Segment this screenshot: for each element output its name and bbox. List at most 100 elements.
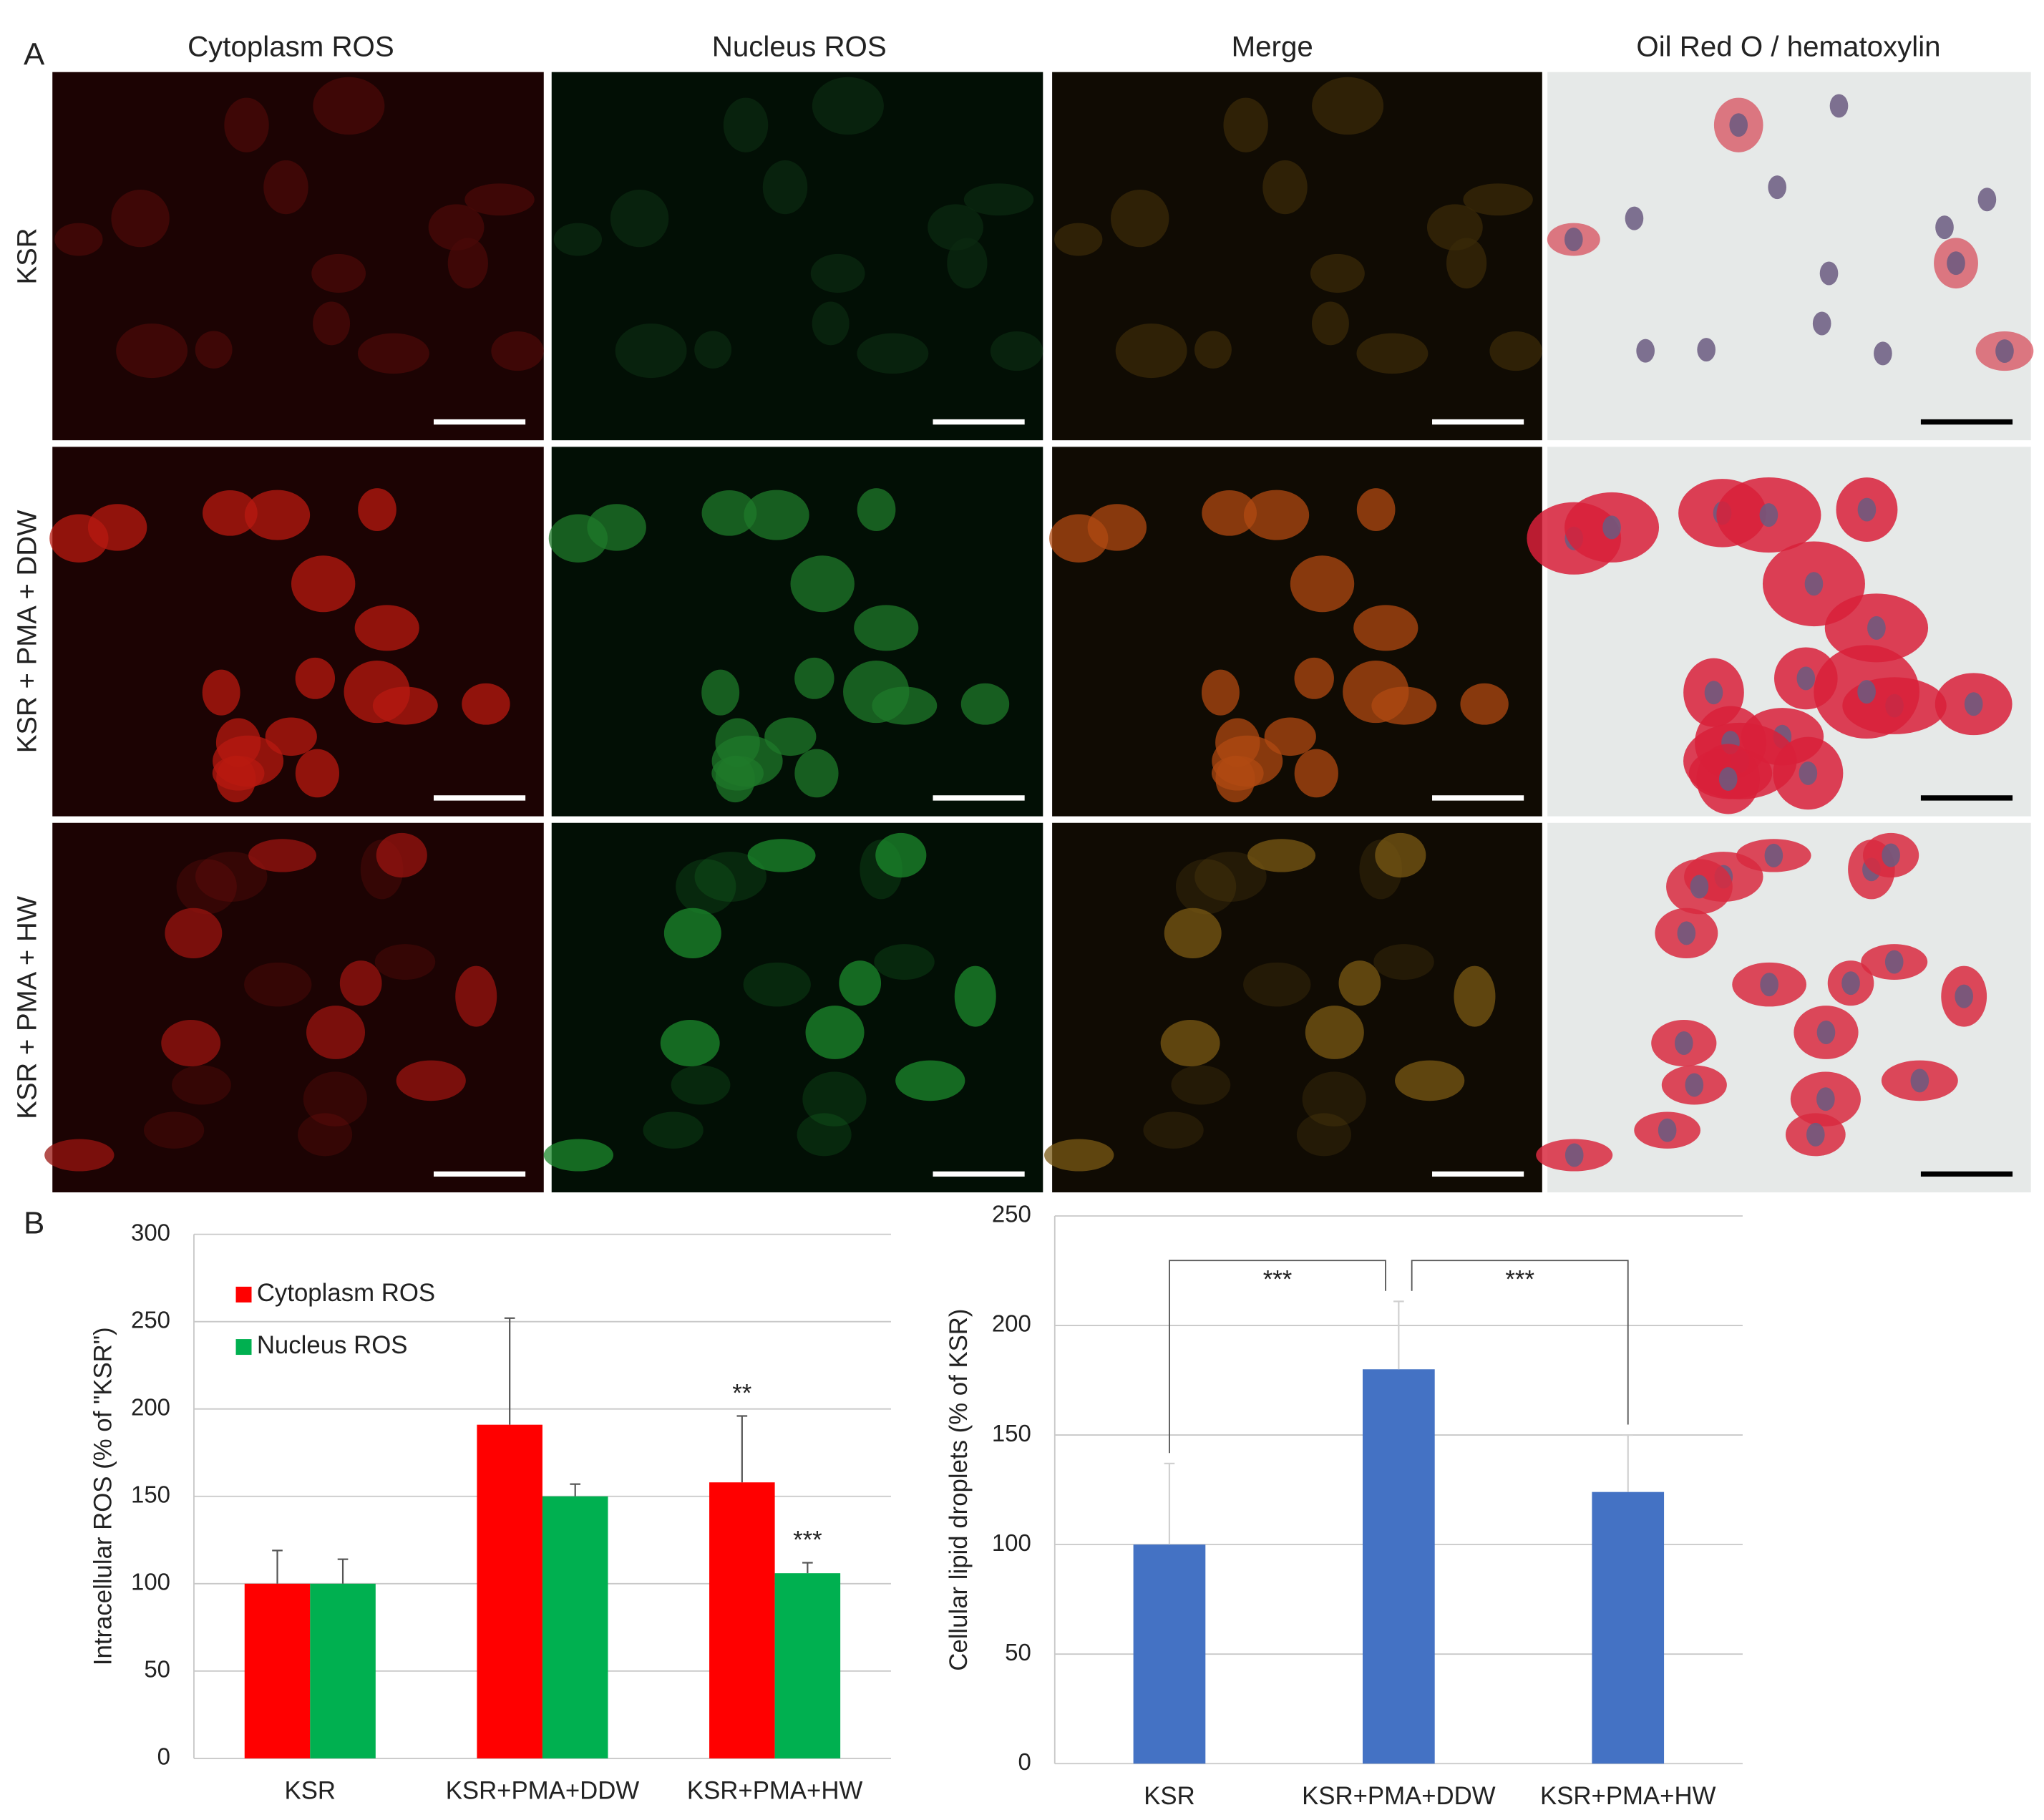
bar — [1592, 1491, 1665, 1764]
cell — [1310, 253, 1365, 293]
nucleus — [1964, 692, 1983, 716]
cell — [44, 1139, 115, 1172]
nucleus — [1704, 681, 1723, 705]
cell — [790, 555, 855, 613]
error-bar — [337, 1558, 349, 1584]
x-tick-label: KSR+PMA+DDW — [1302, 1783, 1496, 1810]
cell — [1446, 238, 1487, 289]
micrograph — [551, 72, 1043, 441]
cell — [715, 718, 760, 767]
cell — [694, 852, 766, 902]
micrograph — [44, 822, 544, 1193]
cell — [1243, 490, 1310, 540]
nucleus — [1829, 94, 1849, 118]
cell — [216, 755, 256, 803]
cell — [1290, 555, 1355, 613]
x-tick-label: KSR+PMA+HW — [687, 1778, 863, 1805]
cell — [960, 683, 1010, 725]
y-tick-label: 50 — [144, 1656, 170, 1683]
cell — [1302, 1071, 1366, 1126]
nucleus — [1759, 503, 1778, 527]
panel-label: B — [24, 1205, 44, 1240]
cell — [1115, 323, 1187, 379]
micrograph — [1536, 822, 2031, 1193]
cell — [1223, 97, 1268, 152]
cell — [1343, 661, 1409, 724]
cell — [244, 962, 312, 1007]
cell — [111, 189, 170, 248]
nucleus — [1816, 1021, 1836, 1044]
y-tick-label: 50 — [1005, 1639, 1031, 1665]
nucleus — [1636, 339, 1655, 363]
cell — [1044, 1139, 1114, 1172]
cell — [1294, 657, 1334, 699]
error-bar — [802, 1562, 813, 1574]
cell — [743, 962, 811, 1007]
cell — [643, 1111, 704, 1149]
error-bar — [736, 1415, 748, 1483]
cell — [671, 1065, 731, 1105]
cell — [543, 1139, 614, 1172]
cell — [1215, 755, 1255, 803]
column-title: Nucleus ROS — [712, 30, 887, 62]
cell — [1294, 749, 1338, 798]
cell — [963, 183, 1034, 216]
cell — [810, 253, 865, 293]
nucleus — [1796, 666, 1816, 691]
legend-swatch — [235, 1286, 252, 1303]
cell — [116, 323, 188, 379]
cell — [723, 97, 769, 152]
cell — [298, 1113, 353, 1157]
cell — [1454, 965, 1496, 1027]
cell — [954, 965, 996, 1027]
nucleus — [1841, 971, 1860, 996]
nucleus — [1718, 767, 1738, 791]
y-tick-label: 300 — [131, 1219, 170, 1245]
cell — [358, 488, 396, 532]
significance-label: *** — [793, 1527, 822, 1554]
y-tick-label: 250 — [131, 1306, 170, 1333]
cell — [203, 490, 258, 536]
cell — [339, 960, 382, 1006]
cell — [1087, 504, 1147, 551]
y-tick-label: 200 — [992, 1310, 1031, 1337]
cell — [1143, 1111, 1204, 1149]
error-bar — [1393, 1300, 1404, 1370]
nucleus — [1955, 984, 1973, 1008]
cell — [54, 223, 103, 256]
cell — [215, 718, 261, 767]
cell — [1201, 669, 1240, 716]
cell — [797, 1113, 852, 1157]
y-tick-label: 0 — [157, 1743, 170, 1770]
micrograph — [543, 822, 1043, 1193]
cell — [143, 1111, 205, 1149]
error-bar — [272, 1549, 283, 1584]
nucleus — [1685, 1073, 1704, 1097]
cell — [947, 238, 988, 289]
cell — [202, 669, 240, 716]
cell — [165, 907, 223, 959]
cell — [1194, 852, 1267, 902]
cell — [794, 657, 834, 699]
nucleus — [1884, 950, 1904, 974]
column-title: Cytoplasm ROS — [188, 30, 394, 62]
cell — [812, 77, 884, 135]
cell — [843, 661, 910, 724]
bar — [1363, 1369, 1435, 1764]
cell — [794, 749, 839, 798]
cell — [744, 490, 809, 540]
cell — [1375, 832, 1426, 878]
cell — [701, 490, 757, 536]
nucleus — [1768, 175, 1787, 200]
cell — [244, 490, 311, 540]
nucleus — [1806, 1122, 1825, 1147]
y-tick-label: 250 — [992, 1201, 1031, 1227]
cell — [161, 1020, 221, 1067]
legend-label: Nucleus ROS — [257, 1332, 408, 1359]
cell — [491, 331, 544, 371]
cell — [1194, 331, 1232, 369]
nucleus — [1658, 1118, 1677, 1142]
micrograph — [49, 447, 544, 817]
nucleus — [1677, 921, 1696, 945]
